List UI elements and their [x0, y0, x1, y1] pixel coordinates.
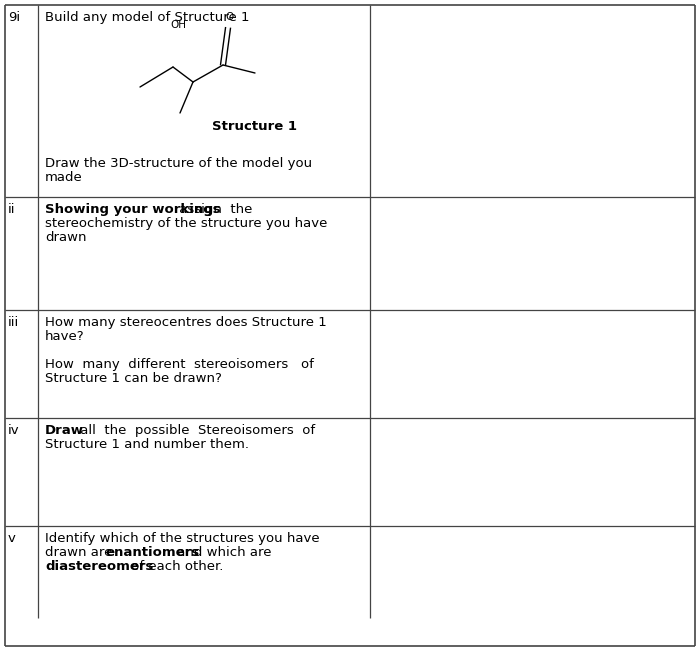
Text: iii: iii: [8, 316, 20, 329]
Text: made: made: [45, 171, 83, 184]
Text: enantiomers: enantiomers: [105, 546, 199, 559]
Text: Showing your workings: Showing your workings: [45, 203, 220, 216]
Text: Structure 1: Structure 1: [213, 120, 298, 133]
Text: iv: iv: [8, 424, 20, 437]
Text: stereochemistry of the structure you have: stereochemistry of the structure you hav…: [45, 217, 328, 230]
Text: Identify which of the structures you have: Identify which of the structures you hav…: [45, 532, 320, 545]
Text: O: O: [226, 12, 234, 22]
Text: drawn are: drawn are: [45, 546, 117, 559]
Text: Structure 1 and number them.: Structure 1 and number them.: [45, 438, 249, 451]
Text: How many stereocentres does Structure 1: How many stereocentres does Structure 1: [45, 316, 327, 329]
Text: diastereomers: diastereomers: [45, 560, 153, 573]
Text: drawn: drawn: [45, 231, 87, 244]
Text: and which are: and which are: [173, 546, 272, 559]
Text: Structure 1 can be drawn?: Structure 1 can be drawn?: [45, 372, 222, 385]
Text: v: v: [8, 532, 16, 545]
Text: ii: ii: [8, 203, 15, 216]
Text: Draw the 3D-structure of the model you: Draw the 3D-structure of the model you: [45, 157, 312, 170]
Text: Build any model of Structure 1: Build any model of Structure 1: [45, 11, 249, 24]
Text: have?: have?: [45, 330, 85, 343]
Text: assign  the: assign the: [175, 203, 253, 216]
Text: all  the  possible  Stereoisomers  of: all the possible Stereoisomers of: [76, 424, 315, 437]
Text: of each other.: of each other.: [127, 560, 223, 573]
Text: Draw: Draw: [45, 424, 84, 437]
Text: 9i: 9i: [8, 11, 20, 24]
Text: OH: OH: [170, 20, 186, 30]
Text: How  many  different  stereoisomers   of: How many different stereoisomers of: [45, 358, 314, 371]
